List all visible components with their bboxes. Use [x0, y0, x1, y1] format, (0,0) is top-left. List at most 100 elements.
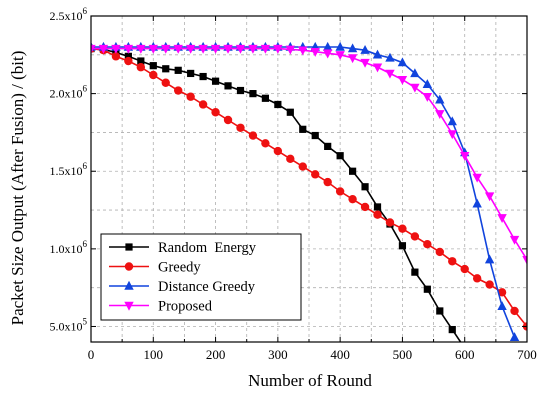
data-point [285, 45, 296, 55]
data-point [436, 307, 444, 315]
data-point [199, 72, 207, 81]
legend-item: Random Energy [109, 240, 257, 256]
data-point [298, 46, 308, 56]
legend: Random Energy Greedy Distance Greedy Propos… [100, 233, 302, 321]
y-tick-label: 5.0x105 [50, 316, 88, 333]
data-point [510, 306, 519, 316]
y-tick-exponent: 6 [83, 84, 88, 94]
data-point [249, 90, 257, 98]
data-point [124, 56, 133, 66]
data-point [397, 75, 408, 85]
y-tick-mantissa: 2.0x10 [50, 87, 83, 101]
data-point [136, 63, 146, 72]
y-tick-exponent: 6 [83, 6, 88, 16]
data-point [447, 130, 457, 140]
data-point [398, 242, 407, 250]
y-tick-mantissa: 1.5x10 [50, 164, 83, 178]
data-point [373, 203, 382, 211]
data-point [149, 62, 157, 70]
data-point [522, 256, 527, 265]
y-tick-mantissa: 1.0x10 [50, 242, 83, 256]
x-tick-label: 0 [88, 347, 95, 362]
data-point [211, 77, 220, 85]
data-point [410, 68, 420, 78]
data-point [335, 41, 345, 51]
legend-marker [124, 301, 134, 311]
data-point [435, 94, 445, 104]
data-point [372, 49, 383, 59]
data-point [448, 257, 457, 266]
data-point [210, 44, 221, 54]
data-point [187, 69, 195, 78]
data-point [472, 198, 482, 208]
data-point [162, 65, 170, 73]
data-point [423, 240, 432, 249]
series-3 [91, 44, 527, 265]
data-point [299, 125, 307, 133]
y-tick-label: 2.5x106 [50, 6, 88, 23]
y-axis-title: Packet Size Output (After Fusion) / (bit… [8, 51, 27, 326]
y-tick-label: 1.0x106 [50, 239, 88, 256]
y-tick-label: 2.0x106 [50, 84, 88, 101]
data-point [398, 224, 407, 233]
data-point [410, 83, 420, 93]
data-point [373, 210, 382, 219]
data-point [136, 44, 146, 54]
data-point [435, 247, 444, 257]
x-tick-label: 300 [268, 347, 288, 362]
data-point [161, 78, 170, 87]
data-point [335, 51, 345, 61]
x-tick-label: 700 [517, 347, 537, 362]
data-point [360, 44, 370, 54]
y-tick-exponent: 6 [83, 239, 88, 249]
data-point [361, 183, 369, 191]
data-point [310, 48, 320, 57]
data-point [260, 44, 271, 54]
legend-label: Random Energy [158, 240, 257, 256]
data-point [335, 187, 345, 196]
legend-marker [125, 243, 133, 251]
y-tick-mantissa: 5.0x10 [50, 319, 83, 333]
data-point [198, 44, 208, 54]
data-point [211, 108, 220, 117]
data-point [324, 142, 332, 150]
data-point [91, 44, 96, 54]
data-point [423, 285, 431, 293]
data-point [323, 177, 332, 187]
data-point [347, 43, 358, 53]
data-point [111, 44, 121, 54]
series-1 [91, 44, 527, 331]
data-point [236, 86, 245, 95]
data-point [274, 100, 282, 109]
data-point [372, 63, 383, 73]
x-tick-label: 600 [455, 347, 475, 362]
data-point [311, 131, 319, 140]
data-point [236, 123, 245, 132]
data-point [347, 54, 358, 64]
legend-marker [124, 280, 134, 290]
data-point [509, 235, 520, 245]
data-point [149, 70, 158, 80]
data-point [360, 58, 370, 68]
data-point [410, 232, 420, 241]
data-point [124, 52, 132, 60]
data-point [460, 264, 469, 274]
y-tick-mantissa: 2.5x10 [50, 9, 83, 23]
data-point [261, 139, 270, 148]
data-point [447, 116, 457, 126]
data-point [497, 214, 507, 224]
data-point [336, 152, 344, 160]
y-tick-label: 1.5x106 [50, 161, 88, 178]
data-point [186, 92, 195, 101]
data-point [286, 108, 294, 116]
data-point [111, 52, 121, 61]
legend-item: Distance Greedy [109, 279, 256, 295]
data-point [185, 44, 196, 54]
x-tick-label: 200 [206, 347, 226, 362]
data-point [161, 44, 171, 54]
legend-item: Proposed [109, 299, 213, 315]
x-tick-label: 400 [330, 347, 350, 362]
data-point [422, 79, 433, 89]
